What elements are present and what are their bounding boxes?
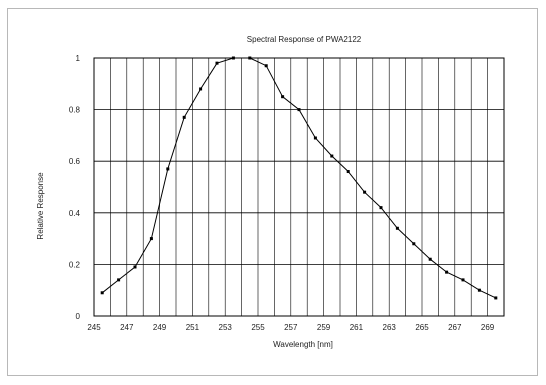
x-tick-label: 261 <box>350 323 364 332</box>
x-tick-label: 265 <box>415 323 429 332</box>
x-tick-label: 253 <box>219 323 233 332</box>
x-tick-label: 251 <box>186 323 200 332</box>
chart-frame: Spectral Response of PWA2122 0 0.2 0.4 0.6 0… <box>7 8 538 376</box>
data-point <box>117 278 121 282</box>
data-point <box>199 87 203 91</box>
x-tick-label: 259 <box>317 323 331 332</box>
y-tick-label: 0.4 <box>69 209 81 218</box>
data-point <box>494 296 498 300</box>
y-tick-label: 0.6 <box>69 157 81 166</box>
y-tick-labels: 0 0.2 0.4 0.6 0.8 1 <box>69 54 81 321</box>
data-point <box>445 270 449 274</box>
x-tick-label: 245 <box>87 323 101 332</box>
x-tick-labels: 245 247 249 251 253 255 257 259 261 263 265 267 269 <box>87 323 494 332</box>
y-axis-label: Relative Response <box>36 172 45 240</box>
data-point <box>297 108 301 112</box>
x-tick-label: 263 <box>383 323 397 332</box>
data-point <box>395 226 399 230</box>
y-tick-label: 0.8 <box>69 106 81 115</box>
data-point <box>166 167 170 171</box>
data-point <box>248 56 252 60</box>
data-point <box>412 242 416 246</box>
y-tick-label: 0.2 <box>69 260 81 269</box>
data-point <box>330 154 334 158</box>
x-tick-label: 267 <box>448 323 462 332</box>
data-point <box>461 278 465 282</box>
x-tick-label: 269 <box>481 323 495 332</box>
data-point <box>428 257 432 261</box>
series <box>100 56 498 300</box>
data-point <box>477 288 481 292</box>
data-point <box>149 237 153 241</box>
plot-border <box>93 57 505 317</box>
data-point <box>379 206 383 210</box>
data-point <box>100 291 104 295</box>
data-point <box>313 136 317 140</box>
data-point <box>182 115 186 119</box>
data-point <box>264 64 268 68</box>
data-point <box>363 190 367 194</box>
x-tick-label: 247 <box>120 323 134 332</box>
series-line <box>101 57 497 299</box>
spectral-response-chart: Spectral Response of PWA2122 00.20.40.60… <box>36 35 505 349</box>
data-point <box>346 170 350 174</box>
y-tick-label: 0 <box>76 312 81 321</box>
x-axis-label: Wavelength [nm] <box>273 340 333 349</box>
data-point <box>133 265 137 269</box>
data-point <box>281 95 285 99</box>
x-tick-label: 249 <box>153 323 167 332</box>
data-point <box>215 61 219 65</box>
y-tick-label: 1 <box>76 54 81 63</box>
grid <box>93 57 505 317</box>
data-point <box>231 56 235 60</box>
x-tick-label: 257 <box>284 323 298 332</box>
chart-title: Spectral Response of PWA2122 <box>247 35 362 44</box>
x-tick-label: 255 <box>251 323 265 332</box>
